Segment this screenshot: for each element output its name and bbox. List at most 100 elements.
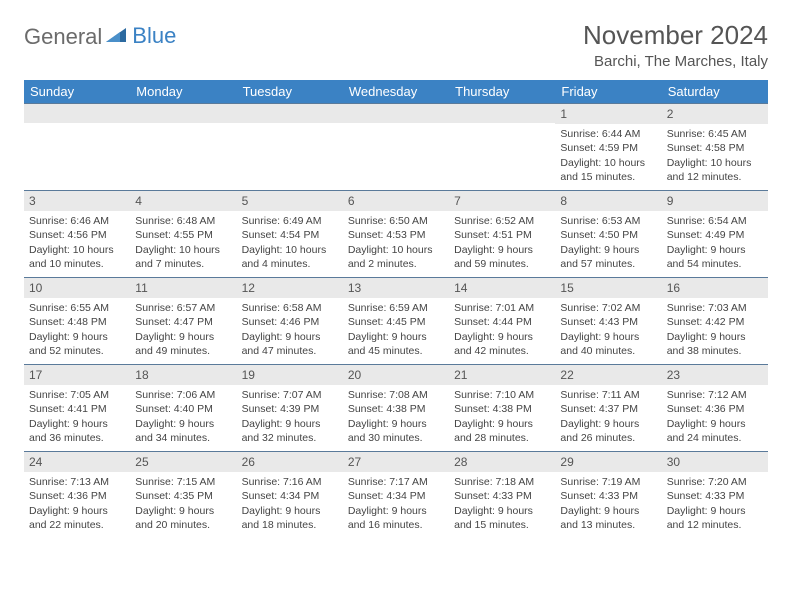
- sunrise-line: Sunrise: 6:55 AM: [29, 301, 125, 315]
- day-number: 12: [237, 278, 343, 298]
- day-header-monday: Monday: [130, 80, 236, 103]
- sunrise-line: Sunrise: 6:58 AM: [242, 301, 338, 315]
- daylight-line: Daylight: 9 hours and 38 minutes.: [667, 330, 763, 358]
- day-number-bar-empty: [130, 104, 236, 123]
- day-number-bar-empty: [237, 104, 343, 123]
- sunrise-line: Sunrise: 6:50 AM: [348, 214, 444, 228]
- day-number: 7: [449, 191, 555, 211]
- day-number: 15: [555, 278, 661, 298]
- day-number-bar-empty: [24, 104, 130, 123]
- day-number-bar-empty: [449, 104, 555, 123]
- sunset-line: Sunset: 4:59 PM: [560, 141, 656, 155]
- sunset-line: Sunset: 4:47 PM: [135, 315, 231, 329]
- day-number: 28: [449, 452, 555, 472]
- day-number: 3: [24, 191, 130, 211]
- daylight-line: Daylight: 10 hours and 12 minutes.: [667, 156, 763, 184]
- daylight-line: Daylight: 9 hours and 52 minutes.: [29, 330, 125, 358]
- logo: General Blue: [24, 24, 176, 50]
- sunrise-line: Sunrise: 7:02 AM: [560, 301, 656, 315]
- daylight-line: Daylight: 9 hours and 49 minutes.: [135, 330, 231, 358]
- sunset-line: Sunset: 4:34 PM: [242, 489, 338, 503]
- day-number: 26: [237, 452, 343, 472]
- daylight-line: Daylight: 9 hours and 13 minutes.: [560, 504, 656, 532]
- daylight-line: Daylight: 9 hours and 22 minutes.: [29, 504, 125, 532]
- day-cell: 11Sunrise: 6:57 AMSunset: 4:47 PMDayligh…: [130, 278, 236, 364]
- day-cell: 12 Sunrise: 6:58 AMSunset: 4:46 PMDayligh…: [237, 278, 343, 364]
- day-cell: 29Sunrise: 7:19 AMSunset: 4:33 PMDayligh…: [555, 452, 661, 538]
- day-cell: 15Sunrise: 7:02 AMSunset: 4:43 PMDayligh…: [555, 278, 661, 364]
- day-header-wednesday: Wednesday: [343, 80, 449, 103]
- daylight-line: Daylight: 10 hours and 15 minutes.: [560, 156, 656, 184]
- day-header-sunday: Sunday: [24, 80, 130, 103]
- sunrise-line: Sunrise: 6:46 AM: [29, 214, 125, 228]
- calendar-header-row: SundayMondayTuesdayWednesdayThursdayFrid…: [24, 80, 768, 103]
- sunrise-line: Sunrise: 7:12 AM: [667, 388, 763, 402]
- day-cell: 6 Sunrise: 6:50 AMSunset: 4:53 PMDaylight…: [343, 191, 449, 277]
- sunrise-line: Sunrise: 7:20 AM: [667, 475, 763, 489]
- day-cell: 7Sunrise: 6:52 AMSunset: 4:51 PMDaylight…: [449, 191, 555, 277]
- daylight-line: Daylight: 9 hours and 28 minutes.: [454, 417, 550, 445]
- day-cell: 1Sunrise: 6:44 AMSunset: 4:59 PMDaylight…: [555, 104, 661, 190]
- daylight-line: Daylight: 9 hours and 18 minutes.: [242, 504, 338, 532]
- day-number: 25: [130, 452, 236, 472]
- daylight-line: Daylight: 9 hours and 40 minutes.: [560, 330, 656, 358]
- sunset-line: Sunset: 4:41 PM: [29, 402, 125, 416]
- sunrise-line: Sunrise: 6:44 AM: [560, 127, 656, 141]
- sunrise-line: Sunrise: 7:15 AM: [135, 475, 231, 489]
- week-row: 1Sunrise: 6:44 AMSunset: 4:59 PMDaylight…: [24, 103, 768, 190]
- sunset-line: Sunset: 4:33 PM: [560, 489, 656, 503]
- day-number: 27: [343, 452, 449, 472]
- day-header-thursday: Thursday: [449, 80, 555, 103]
- logo-text-general: General: [24, 24, 102, 50]
- day-number: 6: [343, 191, 449, 211]
- day-number: 24: [24, 452, 130, 472]
- daylight-line: Daylight: 10 hours and 7 minutes.: [135, 243, 231, 271]
- sunrise-line: Sunrise: 7:07 AM: [242, 388, 338, 402]
- sunrise-line: Sunrise: 7:01 AM: [454, 301, 550, 315]
- sunset-line: Sunset: 4:51 PM: [454, 228, 550, 242]
- daylight-line: Daylight: 9 hours and 47 minutes.: [242, 330, 338, 358]
- day-cell: 22Sunrise: 7:11 AMSunset: 4:37 PMDayligh…: [555, 365, 661, 451]
- day-cell: 3Sunrise: 6:46 AMSunset: 4:56 PMDaylight…: [24, 191, 130, 277]
- sunset-line: Sunset: 4:48 PM: [29, 315, 125, 329]
- day-cell: 16Sunrise: 7:03 AMSunset: 4:42 PMDayligh…: [662, 278, 768, 364]
- daylight-line: Daylight: 9 hours and 36 minutes.: [29, 417, 125, 445]
- sunrise-line: Sunrise: 7:05 AM: [29, 388, 125, 402]
- day-cell: 20Sunrise: 7:08 AMSunset: 4:38 PMDayligh…: [343, 365, 449, 451]
- daylight-line: Daylight: 9 hours and 34 minutes.: [135, 417, 231, 445]
- day-number: 22: [555, 365, 661, 385]
- day-cell: 5Sunrise: 6:49 AMSunset: 4:54 PMDaylight…: [237, 191, 343, 277]
- day-number-bar-empty: [343, 104, 449, 123]
- day-number: 21: [449, 365, 555, 385]
- day-cell: [24, 104, 130, 190]
- day-number: 5: [237, 191, 343, 211]
- sunrise-line: Sunrise: 6:49 AM: [242, 214, 338, 228]
- day-number: 20: [343, 365, 449, 385]
- sunrise-line: Sunrise: 7:19 AM: [560, 475, 656, 489]
- sunset-line: Sunset: 4:36 PM: [667, 402, 763, 416]
- logo-triangle-icon: [106, 26, 128, 49]
- sunset-line: Sunset: 4:53 PM: [348, 228, 444, 242]
- daylight-line: Daylight: 9 hours and 59 minutes.: [454, 243, 550, 271]
- day-cell: 14Sunrise: 7:01 AMSunset: 4:44 PMDayligh…: [449, 278, 555, 364]
- day-cell: 10Sunrise: 6:55 AMSunset: 4:48 PMDayligh…: [24, 278, 130, 364]
- day-cell: 13Sunrise: 6:59 AMSunset: 4:45 PMDayligh…: [343, 278, 449, 364]
- sunset-line: Sunset: 4:46 PM: [242, 315, 338, 329]
- day-number: 18: [130, 365, 236, 385]
- daylight-line: Daylight: 9 hours and 30 minutes.: [348, 417, 444, 445]
- day-cell: 19Sunrise: 7:07 AMSunset: 4:39 PMDayligh…: [237, 365, 343, 451]
- day-header-saturday: Saturday: [662, 80, 768, 103]
- day-header-friday: Friday: [555, 80, 661, 103]
- daylight-line: Daylight: 10 hours and 4 minutes.: [242, 243, 338, 271]
- day-cell: [343, 104, 449, 190]
- day-cell: 27Sunrise: 7:17 AMSunset: 4:34 PMDayligh…: [343, 452, 449, 538]
- day-cell: 21Sunrise: 7:10 AMSunset: 4:38 PMDayligh…: [449, 365, 555, 451]
- daylight-line: Daylight: 9 hours and 15 minutes.: [454, 504, 550, 532]
- daylight-line: Daylight: 10 hours and 2 minutes.: [348, 243, 444, 271]
- sunset-line: Sunset: 4:45 PM: [348, 315, 444, 329]
- day-number: 8: [555, 191, 661, 211]
- daylight-line: Daylight: 9 hours and 54 minutes.: [667, 243, 763, 271]
- day-cell: 4Sunrise: 6:48 AMSunset: 4:55 PMDaylight…: [130, 191, 236, 277]
- sunrise-line: Sunrise: 7:10 AM: [454, 388, 550, 402]
- calendar: SundayMondayTuesdayWednesdayThursdayFrid…: [24, 80, 768, 538]
